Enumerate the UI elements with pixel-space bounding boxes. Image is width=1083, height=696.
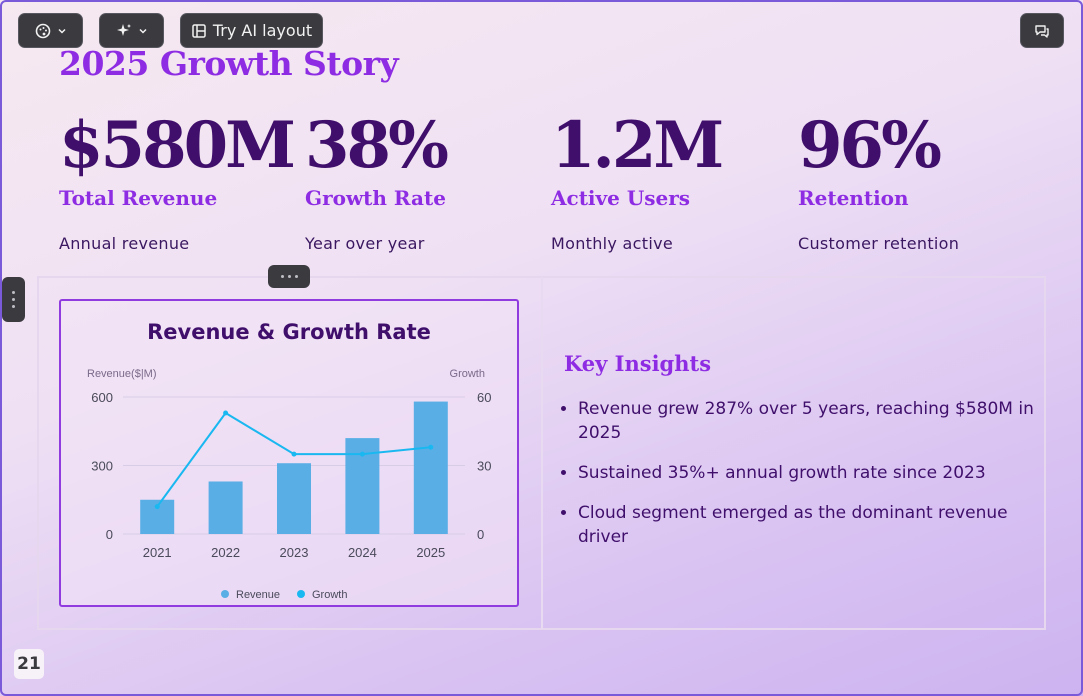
ai-tools-button[interactable] (99, 13, 164, 48)
chevron-down-icon (57, 26, 67, 36)
growth-point-2025 (428, 444, 434, 450)
legend-swatch-revenue (221, 590, 229, 598)
revenue-growth-chart: Revenue($|M) Growth 0 0 300 30 600 60 2021 2022 20… (87, 368, 491, 601)
chevron-down-icon (138, 26, 148, 36)
comments-button[interactable] (1020, 13, 1064, 48)
stat-retention: 96% Retention Customer retention (798, 108, 1038, 253)
legend-label-growth: Growth (312, 589, 347, 601)
sparkle-icon (116, 23, 132, 39)
legend-label-revenue: Revenue (236, 589, 280, 601)
stat-label: Total Revenue (59, 186, 218, 210)
block-drag-handle[interactable] (2, 277, 25, 322)
stat-growth-rate: 38% Growth Rate Year over year (305, 108, 545, 253)
try-ai-layout-button[interactable]: Try AI layout (180, 13, 323, 48)
theme-button[interactable] (18, 13, 83, 48)
stat-label: Growth Rate (305, 186, 446, 210)
stat-label: Retention (798, 186, 909, 210)
column-drag-handle[interactable] (268, 265, 310, 288)
y-axis-right-label: Growth (450, 368, 485, 380)
growth-point-2021 (154, 504, 160, 510)
stat-value: 96% (798, 108, 942, 183)
insight-item: Revenue grew 287% over 5 years, reaching… (578, 397, 1048, 445)
x-tick-label: 2025 (416, 545, 445, 560)
x-tick-label: 2022 (211, 545, 240, 560)
stat-description: Annual revenue (59, 234, 190, 253)
bar-revenue-2025 (413, 401, 448, 534)
try-ai-layout-label: Try AI layout (212, 21, 313, 40)
stat-description: Monthly active (551, 234, 673, 253)
chart-card[interactable]: Revenue & Growth Rate Revenue($|M) Growth… (59, 299, 519, 607)
insights-list: Revenue grew 287% over 5 years, reaching… (553, 397, 1048, 565)
stat-active-users: 1.2M Active Users Monthly active (551, 108, 791, 253)
chart-title: Revenue & Growth Rate (147, 320, 431, 344)
y-axis-left-label: Revenue($|M) (87, 368, 157, 380)
insight-item: Cloud segment emerged as the dominant re… (578, 501, 1048, 549)
y-tick-right: 60 (477, 390, 491, 405)
insights-title: Key Insights (564, 351, 712, 376)
column-divider (541, 277, 543, 629)
y-tick-right: 30 (477, 459, 491, 474)
stat-description: Year over year (305, 234, 425, 253)
comments-icon (1034, 23, 1050, 39)
y-tick-right: 0 (477, 527, 484, 542)
stat-label: Active Users (551, 186, 691, 210)
legend-swatch-growth (297, 590, 305, 598)
x-tick-label: 2024 (348, 545, 377, 560)
stat-description: Customer retention (798, 234, 960, 253)
x-tick-label: 2021 (143, 545, 172, 560)
insight-item: Sustained 35%+ annual growth rate since … (578, 461, 1048, 485)
palette-icon (35, 23, 51, 39)
stat-value: 1.2M (551, 108, 724, 183)
y-tick-left: 300 (91, 459, 113, 474)
page-title: 2025 Growth Story (59, 44, 399, 83)
page-number-badge[interactable]: 21 (14, 649, 44, 679)
growth-point-2023 (291, 451, 297, 457)
stat-value: 38% (305, 108, 449, 183)
bar-revenue-2023 (277, 463, 311, 534)
layout-icon (191, 23, 207, 39)
stat-total-revenue: $580M Total Revenue Annual revenue (59, 108, 299, 253)
y-tick-left: 600 (91, 390, 113, 405)
growth-point-2024 (359, 451, 365, 457)
stat-value: $580M (59, 108, 296, 183)
bar-revenue-2022 (208, 481, 243, 534)
y-tick-left: 0 (106, 527, 113, 542)
x-tick-label: 2023 (280, 545, 309, 560)
growth-point-2022 (223, 410, 229, 416)
